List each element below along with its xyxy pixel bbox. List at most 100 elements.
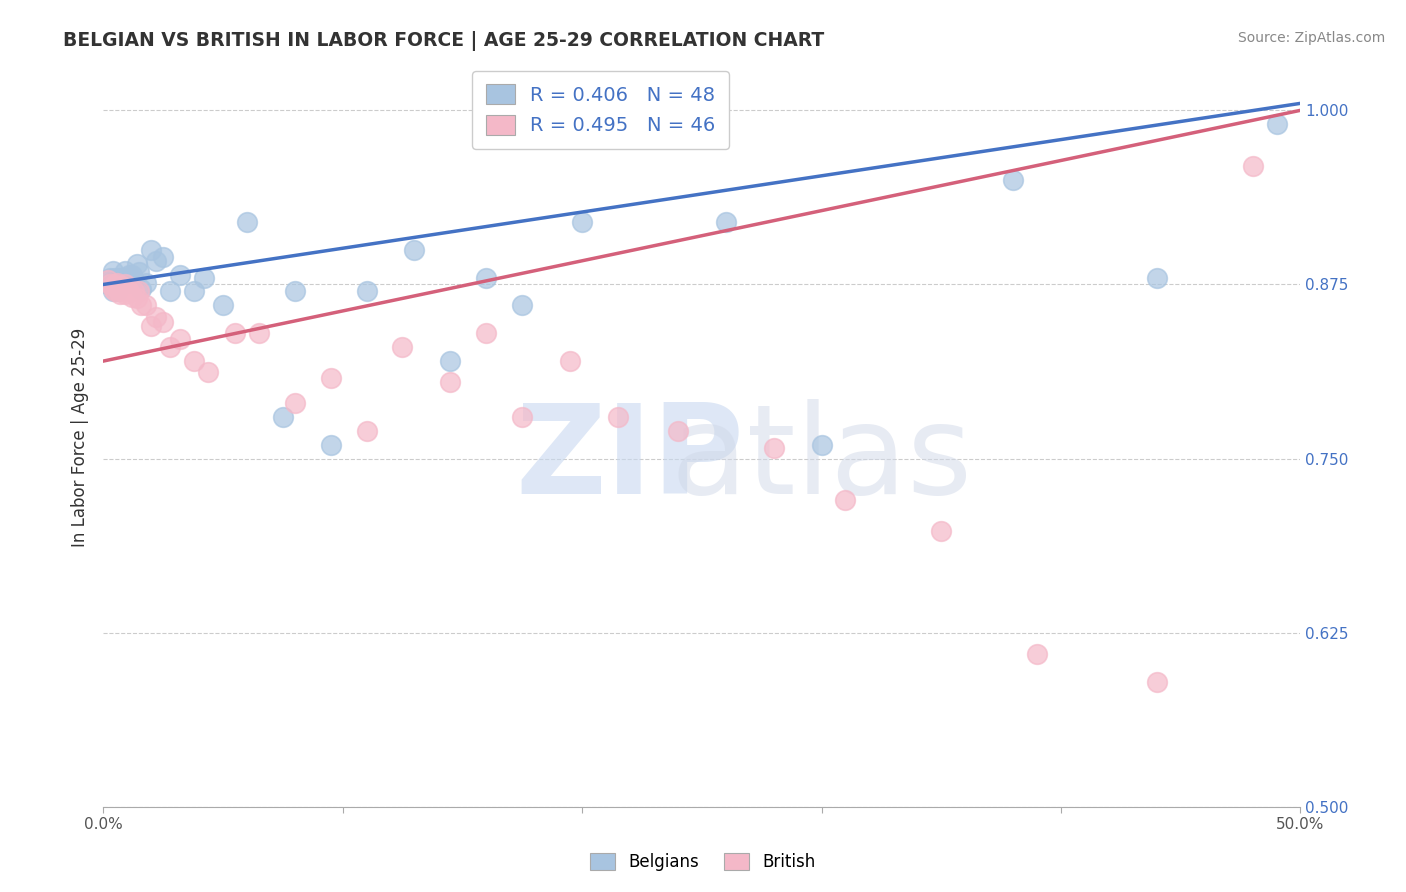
- Point: [271, 409, 294, 424]
- Point: [284, 396, 307, 410]
- Point: [1241, 159, 1264, 173]
- Point: [356, 424, 378, 438]
- Point: [1026, 647, 1049, 661]
- Point: [236, 215, 259, 229]
- Point: [114, 277, 136, 292]
- Point: [131, 282, 153, 296]
- Point: [101, 285, 124, 299]
- Point: [159, 340, 181, 354]
- Point: [139, 319, 162, 334]
- Point: [108, 277, 131, 292]
- Point: [118, 273, 141, 287]
- Point: [224, 326, 246, 341]
- Point: [98, 270, 121, 285]
- Point: [107, 282, 129, 296]
- Point: [929, 524, 952, 538]
- Point: [356, 285, 378, 299]
- Legend: R = 0.406   N = 48, R = 0.495   N = 46: R = 0.406 N = 48, R = 0.495 N = 46: [472, 70, 730, 149]
- Point: [558, 354, 581, 368]
- Point: [115, 270, 138, 285]
- Point: [810, 438, 832, 452]
- Point: [666, 424, 689, 438]
- Point: [1146, 270, 1168, 285]
- Point: [475, 326, 498, 341]
- Point: [128, 285, 150, 299]
- Point: [101, 263, 124, 277]
- Point: [439, 375, 461, 389]
- Point: [145, 253, 167, 268]
- Point: [391, 340, 413, 354]
- Point: [284, 285, 307, 299]
- Point: [104, 277, 127, 292]
- Point: [319, 438, 342, 452]
- Point: [128, 265, 150, 279]
- Text: BELGIAN VS BRITISH IN LABOR FORCE | AGE 25-29 CORRELATION CHART: BELGIAN VS BRITISH IN LABOR FORCE | AGE …: [63, 31, 824, 51]
- Point: [510, 409, 533, 424]
- Point: [169, 268, 191, 282]
- Point: [183, 354, 205, 368]
- Point: [111, 285, 134, 299]
- Point: [247, 326, 270, 341]
- Point: [607, 409, 630, 424]
- Point: [98, 277, 121, 292]
- Point: [571, 215, 593, 229]
- Point: [145, 310, 167, 324]
- Point: [319, 371, 342, 385]
- Text: ZIP: ZIP: [516, 400, 744, 520]
- Point: [193, 270, 215, 285]
- Point: [834, 493, 856, 508]
- Point: [159, 285, 181, 299]
- Point: [114, 287, 136, 301]
- Point: [111, 277, 134, 292]
- Point: [114, 263, 136, 277]
- Point: [1146, 674, 1168, 689]
- Point: [101, 282, 124, 296]
- Legend: Belgians, British: Belgians, British: [582, 845, 824, 880]
- Point: [152, 250, 174, 264]
- Text: Source: ZipAtlas.com: Source: ZipAtlas.com: [1237, 31, 1385, 45]
- Point: [104, 270, 127, 285]
- Point: [762, 441, 785, 455]
- Point: [404, 243, 426, 257]
- Point: [139, 243, 162, 257]
- Point: [152, 315, 174, 329]
- Point: [104, 277, 127, 292]
- Point: [108, 278, 131, 293]
- Text: atlas: atlas: [671, 400, 973, 520]
- Point: [1265, 117, 1288, 131]
- Point: [108, 287, 131, 301]
- Point: [122, 273, 145, 287]
- Point: [125, 292, 148, 306]
- Point: [104, 285, 127, 299]
- Point: [1002, 173, 1025, 187]
- Point: [169, 332, 191, 346]
- Point: [510, 298, 533, 312]
- Point: [121, 290, 143, 304]
- Point: [107, 285, 129, 299]
- Point: [125, 256, 148, 270]
- Point: [114, 273, 136, 287]
- Point: [439, 354, 461, 368]
- Point: [212, 298, 235, 312]
- Point: [111, 270, 134, 285]
- Point: [131, 298, 153, 312]
- Point: [121, 268, 143, 282]
- Point: [122, 285, 145, 299]
- Y-axis label: In Labor Force | Age 25-29: In Labor Force | Age 25-29: [72, 328, 89, 548]
- Point: [107, 277, 129, 292]
- Point: [121, 276, 143, 290]
- Point: [714, 215, 737, 229]
- Point: [97, 273, 120, 287]
- Point: [183, 285, 205, 299]
- Point: [107, 276, 129, 290]
- Point: [475, 270, 498, 285]
- Point: [115, 273, 138, 287]
- Point: [118, 285, 141, 299]
- Point: [118, 268, 141, 282]
- Point: [115, 282, 138, 296]
- Point: [135, 298, 157, 312]
- Point: [108, 270, 131, 285]
- Point: [135, 276, 157, 290]
- Point: [111, 278, 134, 293]
- Point: [197, 365, 219, 379]
